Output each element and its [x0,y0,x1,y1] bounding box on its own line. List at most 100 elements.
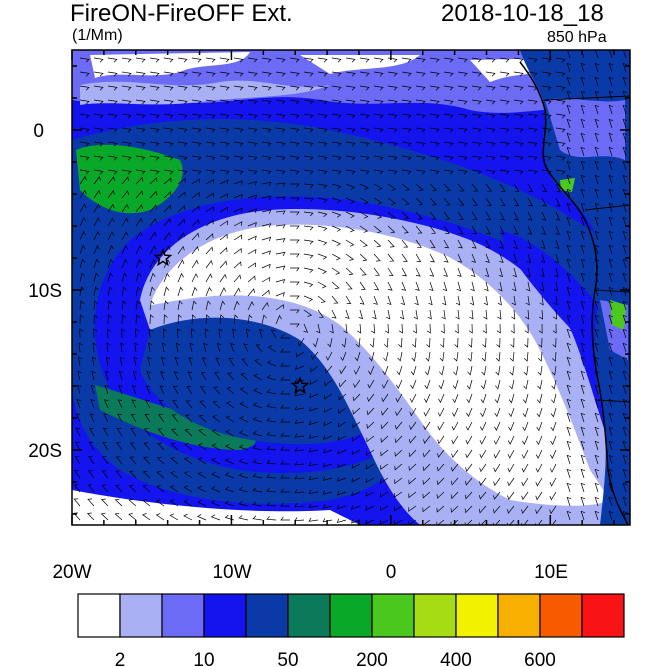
wind-barb [511,309,516,320]
wind-barb [173,371,179,381]
wind-barb [541,99,552,105]
wind-barb [393,505,403,512]
wind-barb [539,281,545,292]
wind-barb [266,417,277,423]
wind-barb [172,385,179,395]
wind-barb [594,314,600,325]
wind-barb [149,204,158,213]
wind-barb [317,183,328,189]
wind-barb [379,505,389,512]
wind-barb [224,500,235,507]
wind-barb [157,428,165,437]
wind-barb [594,244,600,255]
wind-barb [566,412,572,423]
wind-barb [555,225,560,235]
wind-barb [205,286,212,297]
wind-barb [177,141,188,147]
wind-barb [177,300,183,311]
wind-barb [158,414,165,423]
wind-barb [79,127,90,133]
wind-barb [107,300,113,311]
colorbar-swatch [287,593,331,638]
wind-barb [323,407,333,413]
wind-barb [401,57,412,63]
wind-barb [79,258,86,269]
wind-barb [205,85,216,91]
plot-frame [71,49,631,526]
wind-barb [580,244,586,255]
wind-barb [521,491,529,501]
wind-barb [527,169,538,175]
wind-barb [191,178,200,185]
wind-barb [485,99,496,105]
wind-barb [594,426,600,437]
wind-barb [413,309,418,320]
wind-barb [580,286,586,297]
wind-barb [513,57,524,63]
wind-barb [437,435,445,445]
wind-barb [387,169,398,175]
wind-barb [513,225,519,235]
wind-barb [187,371,193,381]
wind-barb [468,323,473,334]
wind-barb [247,314,253,325]
wind-barb [469,309,474,320]
wind-barb [359,169,370,175]
wind-barb [608,496,614,507]
wind-barb [266,445,277,451]
wind-barb [331,225,342,232]
wind-barb [200,371,207,381]
wind-barb [233,71,244,77]
wind-barb [191,71,202,77]
wind-barb [594,90,600,101]
wind-barb [290,197,300,202]
wind-barb [115,470,123,479]
wind-barb [107,155,118,161]
wind-barb [551,351,557,362]
wind-barb [91,370,96,381]
wind-barb [266,360,277,367]
lon-label-20w: 20W [52,562,91,583]
wind-barb [247,248,257,255]
wind-barb [541,113,552,119]
wind-barb [233,300,240,311]
wind-barb [219,193,229,199]
wind-barb [103,399,109,409]
wind-barb [359,253,368,262]
wind-barb [247,194,258,200]
wind-barb [566,314,572,325]
wind-barb [210,500,221,507]
wind-barb [594,146,600,157]
wind-barb [494,421,501,431]
wind-barb [527,211,533,221]
wind-barb [465,421,473,431]
wind-barb [135,127,146,133]
wind-barb [538,323,543,334]
wind-barb [429,211,437,220]
wind-barb [541,197,547,207]
wind-barb [275,238,286,243]
wind-barb [317,267,327,275]
wind-barb [261,289,270,297]
wind-barb [345,281,353,290]
wind-barb [224,458,235,465]
wind-barb [105,356,111,367]
wind-barb [275,265,286,270]
wind-barb [135,204,143,213]
wind-barb [536,393,543,404]
wind-barb [79,85,90,91]
wind-barb [294,475,305,480]
wind-barb [197,514,207,521]
wind-barb [79,169,90,175]
wind-barb [466,393,473,404]
wind-barb [93,244,100,255]
wind-barb [93,113,104,119]
wind-barb [323,435,333,440]
wind-barb [622,230,628,241]
wind-barb [594,76,600,87]
wind-barb [429,141,440,147]
wind-barb [143,456,151,465]
wind-barb [608,230,614,241]
wind-barb [499,225,505,235]
wind-barb [555,113,566,119]
